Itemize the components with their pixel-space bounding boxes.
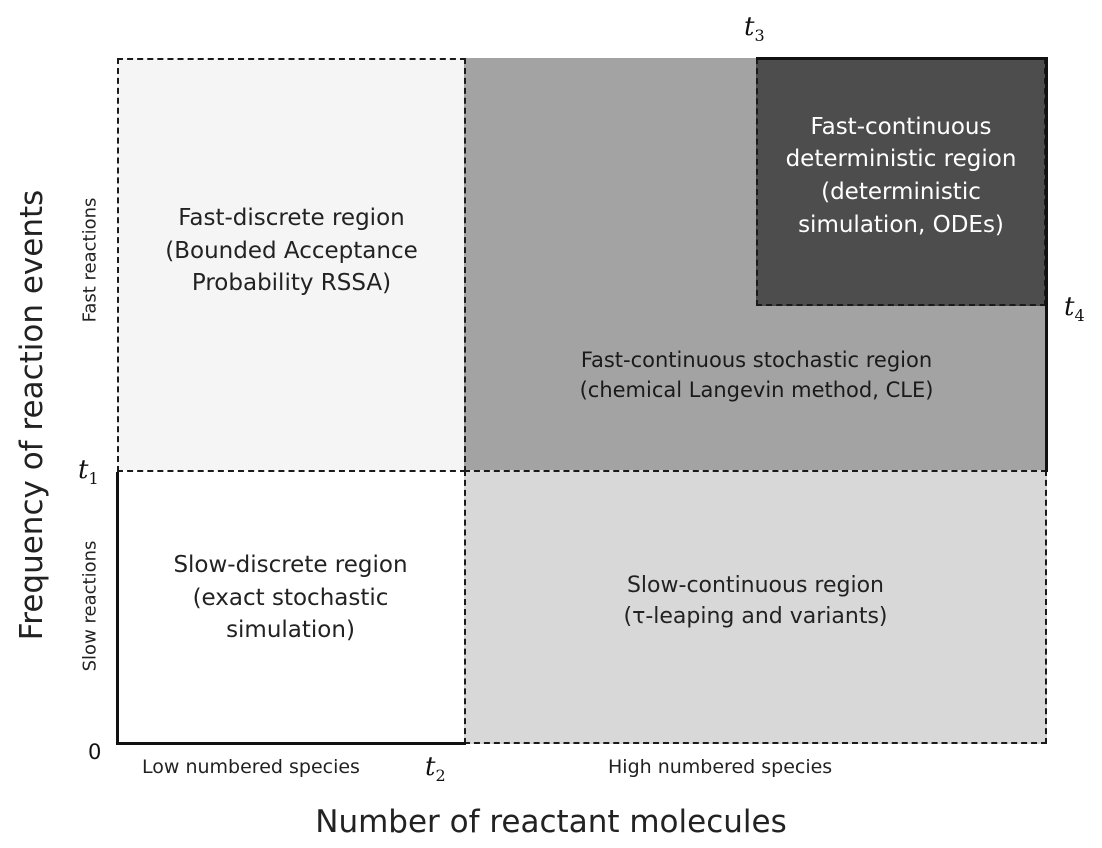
y-category-fast: Fast reactions xyxy=(79,197,101,323)
threshold-t2-subscript: 2 xyxy=(435,766,446,786)
threshold-t4-symbol: t xyxy=(1064,292,1075,322)
threshold-t3-subscript: 3 xyxy=(754,26,765,46)
slow-discrete-region: Slow-discrete region (exact stochastic s… xyxy=(117,470,466,744)
fast-continuous-deterministic-label: Fast-continuous deterministic region (de… xyxy=(785,113,1017,238)
threshold-t1-subscript: 1 xyxy=(88,469,99,489)
threshold-t1-label: t1 xyxy=(78,455,99,488)
slow-discrete-label: Slow-discrete region (exact stochastic s… xyxy=(173,552,408,644)
frame-top-line xyxy=(756,57,1048,60)
frame-right-line xyxy=(1045,58,1048,472)
fast-continuous-deterministic-region: Fast-continuous deterministic region (de… xyxy=(756,58,1046,306)
x-axis-title: Number of reactant molecules xyxy=(315,804,787,840)
threshold-t4-label: t4 xyxy=(1064,292,1085,325)
fast-discrete-label: Fast-discrete region (Bounded Acceptance… xyxy=(165,205,418,297)
x-category-low: Low numbered species xyxy=(142,756,360,778)
x-category-high: High numbered species xyxy=(608,756,833,778)
y-category-slow: Slow reactions xyxy=(79,540,101,672)
threshold-t2-symbol: t xyxy=(425,752,436,782)
fast-continuous-stochastic-label: Fast-continuous stochastic region (chemi… xyxy=(579,348,934,402)
slow-continuous-region: Slow-continuous region (τ-leaping and va… xyxy=(464,470,1047,744)
x-axis-line xyxy=(116,742,466,745)
threshold-t2-label: t2 xyxy=(425,752,446,785)
y-axis-line xyxy=(116,472,119,745)
threshold-t3-label: t3 xyxy=(744,12,765,45)
origin-label: 0 xyxy=(88,740,102,764)
slow-continuous-label: Slow-continuous region (τ-leaping and va… xyxy=(623,572,888,629)
fast-discrete-region: Fast-discrete region (Bounded Acceptance… xyxy=(117,58,466,472)
threshold-t3-symbol: t xyxy=(744,12,755,42)
y-axis-title: Frequency of reaction events xyxy=(14,189,50,641)
threshold-t1-symbol: t xyxy=(78,455,89,485)
threshold-t4-subscript: 4 xyxy=(1074,306,1085,326)
